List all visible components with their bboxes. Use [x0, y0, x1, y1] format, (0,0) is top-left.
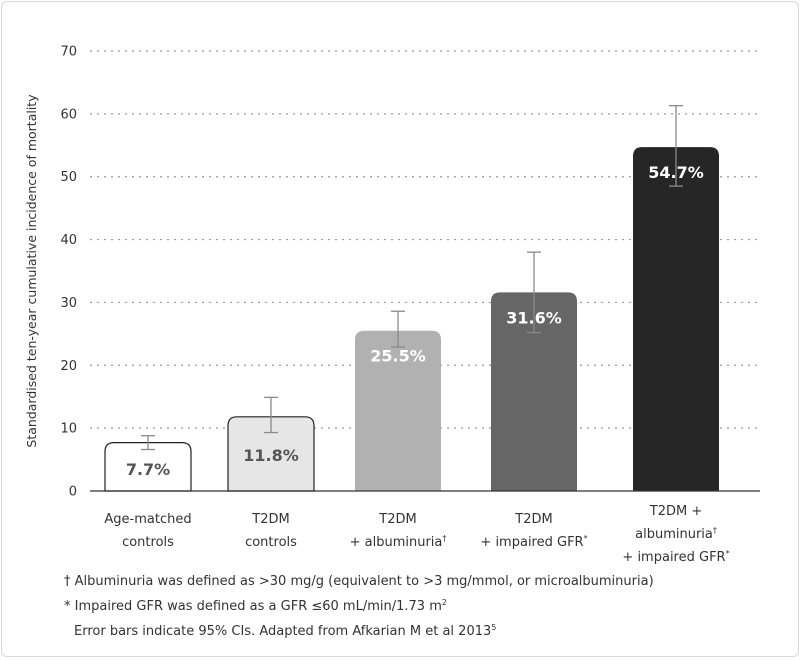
bar-value-label: 25.5% [370, 347, 426, 366]
bar [227, 416, 315, 492]
y-tick-label: 70 [60, 45, 77, 60]
category-label: + impaired GFR* [622, 549, 729, 565]
bar-chart: 0 10 20 30 40 50 60 70 Standardised ten-year cu… [24, 45, 760, 565]
y-tick-label: 60 [60, 107, 77, 122]
y-axis-ticks: 0 10 20 30 40 50 60 70 [60, 45, 77, 500]
y-axis-label: Standardised ten-year cumulative inciden… [24, 94, 39, 448]
bar-value-label: 7.7% [126, 460, 170, 479]
category-label: albuminuria† [635, 526, 717, 542]
bar-value-label: 31.6% [506, 308, 562, 327]
x-axis-categories: Age-matched controls T2DM controls T2DM + alb… [104, 504, 729, 565]
bar [491, 292, 577, 491]
footnote-impaired-gfr: * Impaired GFR was defined as a GFR ≤60 … [64, 598, 447, 614]
category-label: T2DM [378, 512, 416, 527]
category-label: Age-matched [104, 512, 191, 527]
footnote-albuminuria: † Albuminuria was defined as >30 mg/g (e… [64, 574, 654, 589]
y-tick-label: 30 [60, 296, 77, 311]
category-label: T2DM [251, 512, 289, 527]
category-label: controls [122, 535, 174, 550]
y-tick-label: 20 [60, 359, 77, 374]
category-label: controls [245, 535, 297, 550]
bar [355, 330, 441, 491]
bar-value-label: 54.7% [648, 163, 704, 182]
y-tick-label: 10 [60, 422, 77, 437]
y-tick-label: 0 [69, 485, 77, 500]
category-label: T2DM + [649, 504, 702, 519]
bars: 7.7% 11.8% 25.5% 31.6% 54.7% [104, 105, 719, 492]
category-label: + albuminuria† [350, 534, 447, 550]
category-label: + impaired GFR* [480, 534, 587, 550]
bar-value-label: 11.8% [243, 446, 299, 465]
y-tick-label: 50 [60, 170, 77, 185]
footnote-error-bars: Error bars indicate 95% CIs. Adapted fro… [74, 623, 497, 639]
bar [633, 147, 719, 491]
bar [104, 442, 192, 492]
y-tick-label: 40 [60, 233, 77, 248]
category-label: T2DM [514, 512, 552, 527]
